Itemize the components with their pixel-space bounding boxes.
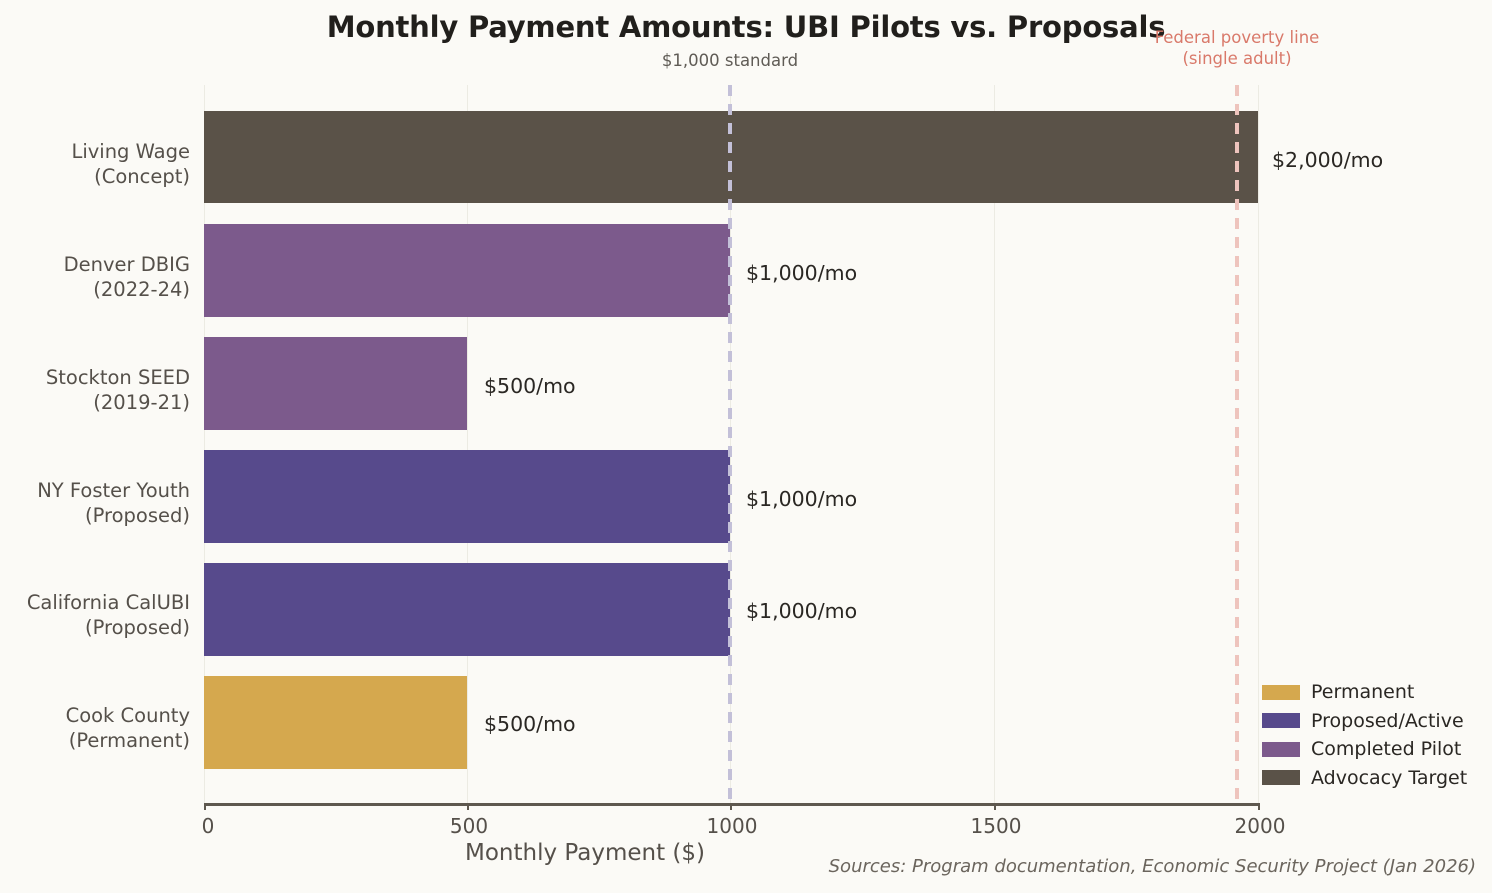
poverty-label-line1: Federal poverty line (1154, 28, 1320, 47)
category-label-living-wage: Living Wage (Concept) (0, 139, 190, 189)
category-label-line1: Cook County (65, 704, 190, 727)
standard-label-line1: $1,000 standard (661, 51, 799, 70)
legend-item-permanent[interactable]: Permanent (1262, 678, 1467, 707)
x-tick-mark-1500 (994, 803, 996, 810)
x-tick-label-2000: 2000 (1234, 814, 1286, 838)
category-label-line1: NY Foster Youth (37, 479, 190, 502)
legend-label-proposed-active: Proposed/Active (1311, 709, 1464, 732)
category-label-line1: Denver DBIG (63, 253, 190, 276)
category-label-line2: (2022-24) (93, 278, 190, 301)
category-label-stockton-seed: Stockton SEED (2019-21) (0, 365, 190, 415)
x-tick-mark-0 (204, 803, 206, 810)
source-note: Sources: Program documentation, Economic… (828, 856, 1476, 877)
gridline-0 (204, 85, 205, 803)
category-label-ny-foster-youth: NY Foster Youth (Proposed) (0, 478, 190, 528)
bar-denver-dbig[interactable] (204, 224, 730, 317)
bar-value-label-stockton-seed: $500/mo (484, 374, 576, 398)
reference-line-label-standard: $1,000 standard (630, 50, 830, 71)
bar-value-label-denver-dbig: $1,000/mo (746, 261, 858, 285)
category-label-line1: Stockton SEED (45, 366, 190, 389)
category-label-cook-county: Cook County (Permanent) (0, 703, 190, 753)
x-tick-mark-2000 (1258, 803, 1260, 810)
bar-value-label-california-calubi: $1,000/mo (746, 599, 858, 623)
category-label-denver-dbig: Denver DBIG (2022-24) (0, 252, 190, 302)
x-tick-mark-1000 (730, 803, 732, 810)
bar-value-label-cook-county: $500/mo (484, 712, 576, 736)
x-tick-label-1500: 1500 (970, 814, 1022, 838)
category-label-line2: (Proposed) (85, 504, 190, 527)
legend-label-permanent: Permanent (1311, 681, 1415, 704)
legend-label-advocacy-target: Advocacy Target (1311, 766, 1468, 789)
legend-swatch-advocacy-target (1262, 770, 1300, 786)
legend-swatch-permanent (1262, 684, 1300, 700)
legend-swatch-completed-pilot (1262, 741, 1300, 757)
legend-swatch-proposed-active (1262, 713, 1300, 729)
category-label-california-calubi: California CalUBI (Proposed) (0, 590, 190, 640)
category-label-line1: Living Wage (71, 140, 190, 163)
reference-line-label-poverty: Federal poverty line (single adult) (1137, 27, 1337, 69)
gridline-2000 (1258, 85, 1259, 803)
bar-cook-county[interactable] (204, 676, 467, 769)
category-label-line2: (Proposed) (85, 616, 190, 639)
x-tick-label-0: 0 (201, 814, 215, 838)
legend-item-proposed-active[interactable]: Proposed/Active (1262, 707, 1467, 736)
poverty-label-line2: (single adult) (1182, 49, 1292, 68)
category-label-line1: California CalUBI (26, 591, 190, 614)
chart-title: Monthly Payment Amounts: UBI Pilots vs. … (326, 10, 1166, 44)
category-label-line2: (Concept) (94, 165, 190, 188)
x-axis-title: Monthly Payment ($) (465, 840, 705, 866)
legend-item-completed-pilot[interactable]: Completed Pilot (1262, 735, 1467, 764)
bar-california-calubi[interactable] (204, 563, 730, 656)
legend-label-completed-pilot: Completed Pilot (1311, 738, 1462, 761)
x-tick-label-500: 500 (449, 814, 489, 838)
x-tick-label-1000: 1000 (706, 814, 758, 838)
gridline-500 (467, 85, 468, 803)
bar-ny-foster-youth[interactable] (204, 450, 730, 543)
bar-stockton-seed[interactable] (204, 337, 467, 430)
bar-value-label-living-wage: $2,000/mo (1272, 148, 1384, 172)
gridline-1500 (994, 85, 995, 803)
category-label-line2: (2019-21) (93, 391, 190, 414)
chart-legend: Permanent Proposed/Active Completed Pilo… (1262, 678, 1467, 792)
category-label-line2: (Permanent) (68, 729, 190, 752)
reference-line-poverty (1235, 85, 1239, 803)
bar-value-label-ny-foster-youth: $1,000/mo (746, 487, 858, 511)
legend-item-advocacy-target[interactable]: Advocacy Target (1262, 764, 1467, 793)
x-tick-mark-500 (467, 803, 469, 810)
reference-line-standard (728, 85, 732, 803)
